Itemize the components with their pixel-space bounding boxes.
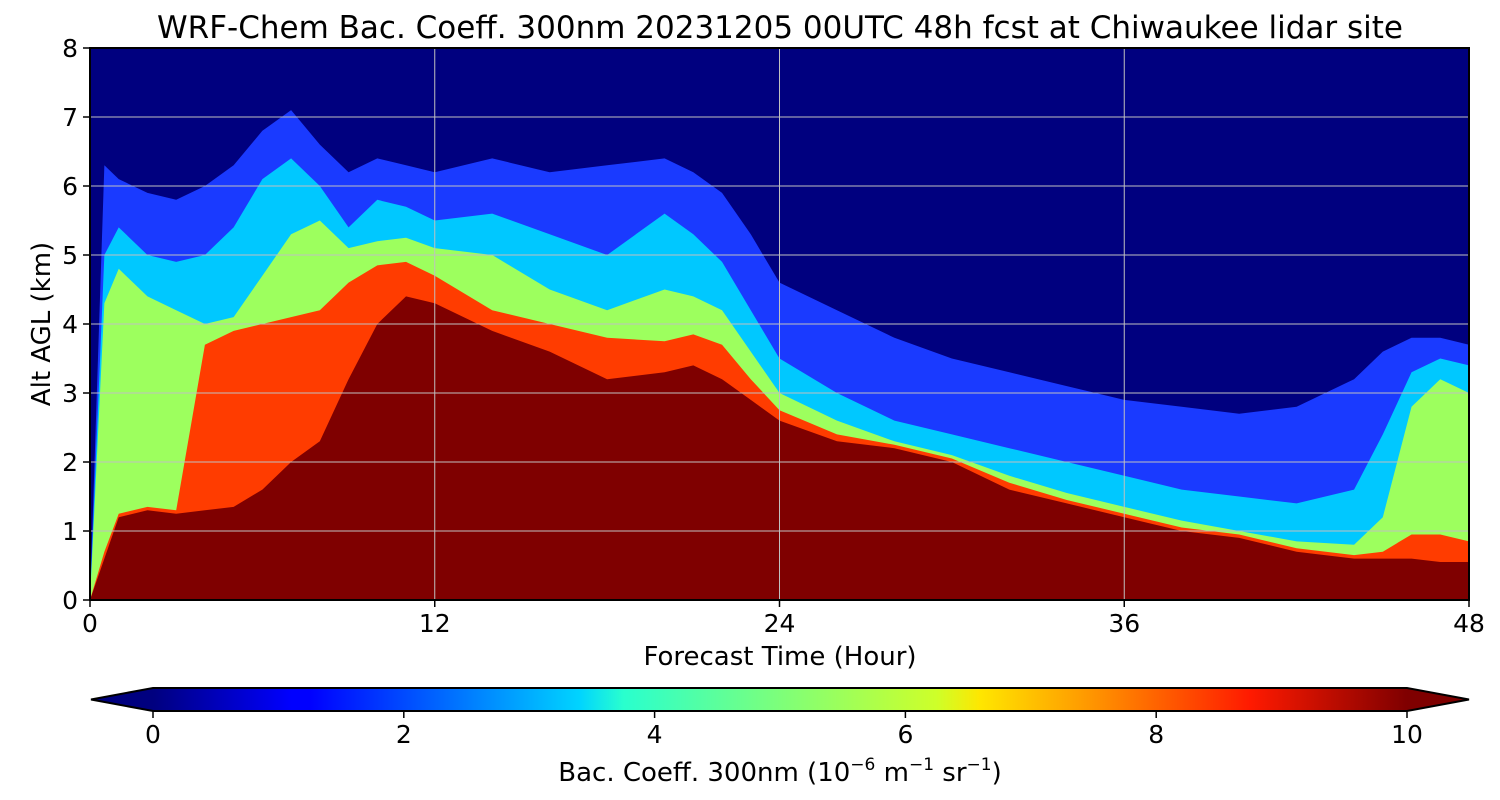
x-tick-label: 24 (764, 609, 796, 638)
y-tick-label: 5 (62, 241, 78, 270)
colorbar-tick-label: 4 (647, 720, 663, 749)
colorbar-label: Bac. Coeff. 300nm (10−6 m−1 sr−1) (558, 755, 1001, 788)
x-tick-label: 48 (1453, 609, 1485, 638)
y-tick-label: 3 (62, 379, 78, 408)
colorbar-bar (153, 688, 1407, 711)
colorbar-tick-label: 6 (897, 720, 913, 749)
y-axis-ticks: 0 1 2 3 4 5 6 7 8 (62, 34, 90, 615)
colorbar: 0 2 4 6 8 10 Bac. Coeff. 300nm (10−6 m−1 sr−1… (90, 687, 1470, 788)
y-axis-label: Alt AGL (km) (27, 242, 57, 406)
colorbar-extend-max (1407, 688, 1469, 711)
colorbar-tick-label: 10 (1391, 720, 1423, 749)
x-tick-label: 36 (1108, 609, 1140, 638)
colorbar-label-exp1: −6 (850, 755, 875, 775)
y-tick-label: 8 (62, 34, 78, 63)
x-tick-label: 0 (82, 609, 98, 638)
y-tick-label: 4 (62, 310, 78, 339)
x-axis-ticks: 0 12 24 36 48 (82, 600, 1485, 638)
y-tick-label: 1 (62, 517, 78, 546)
colorbar-label-mid2: sr (934, 758, 967, 788)
colorbar-tick-label: 0 (145, 720, 161, 749)
colorbar-extend-min (91, 688, 153, 711)
chart-title: WRF-Chem Bac. Coeff. 300nm 20231205 00UT… (157, 10, 1403, 46)
colorbar-label-exp3: −1 (967, 755, 992, 775)
y-tick-label: 6 (62, 172, 78, 201)
y-tick-label: 0 (62, 586, 78, 615)
y-tick-label: 2 (62, 448, 78, 477)
colorbar-tick-label: 8 (1148, 720, 1164, 749)
colorbar-label-mid: m (875, 758, 909, 788)
x-axis-label: Forecast Time (Hour) (643, 642, 916, 672)
y-tick-label: 7 (62, 103, 78, 132)
colorbar-ticks: 0 2 4 6 8 10 (145, 711, 1423, 749)
colorbar-label-end: ) (992, 758, 1002, 788)
colorbar-tick-label: 2 (396, 720, 412, 749)
colorbar-label-main: Bac. Coeff. 300nm (10 (558, 758, 850, 788)
x-tick-label: 12 (419, 609, 451, 638)
colorbar-label-exp2: −1 (909, 755, 934, 775)
